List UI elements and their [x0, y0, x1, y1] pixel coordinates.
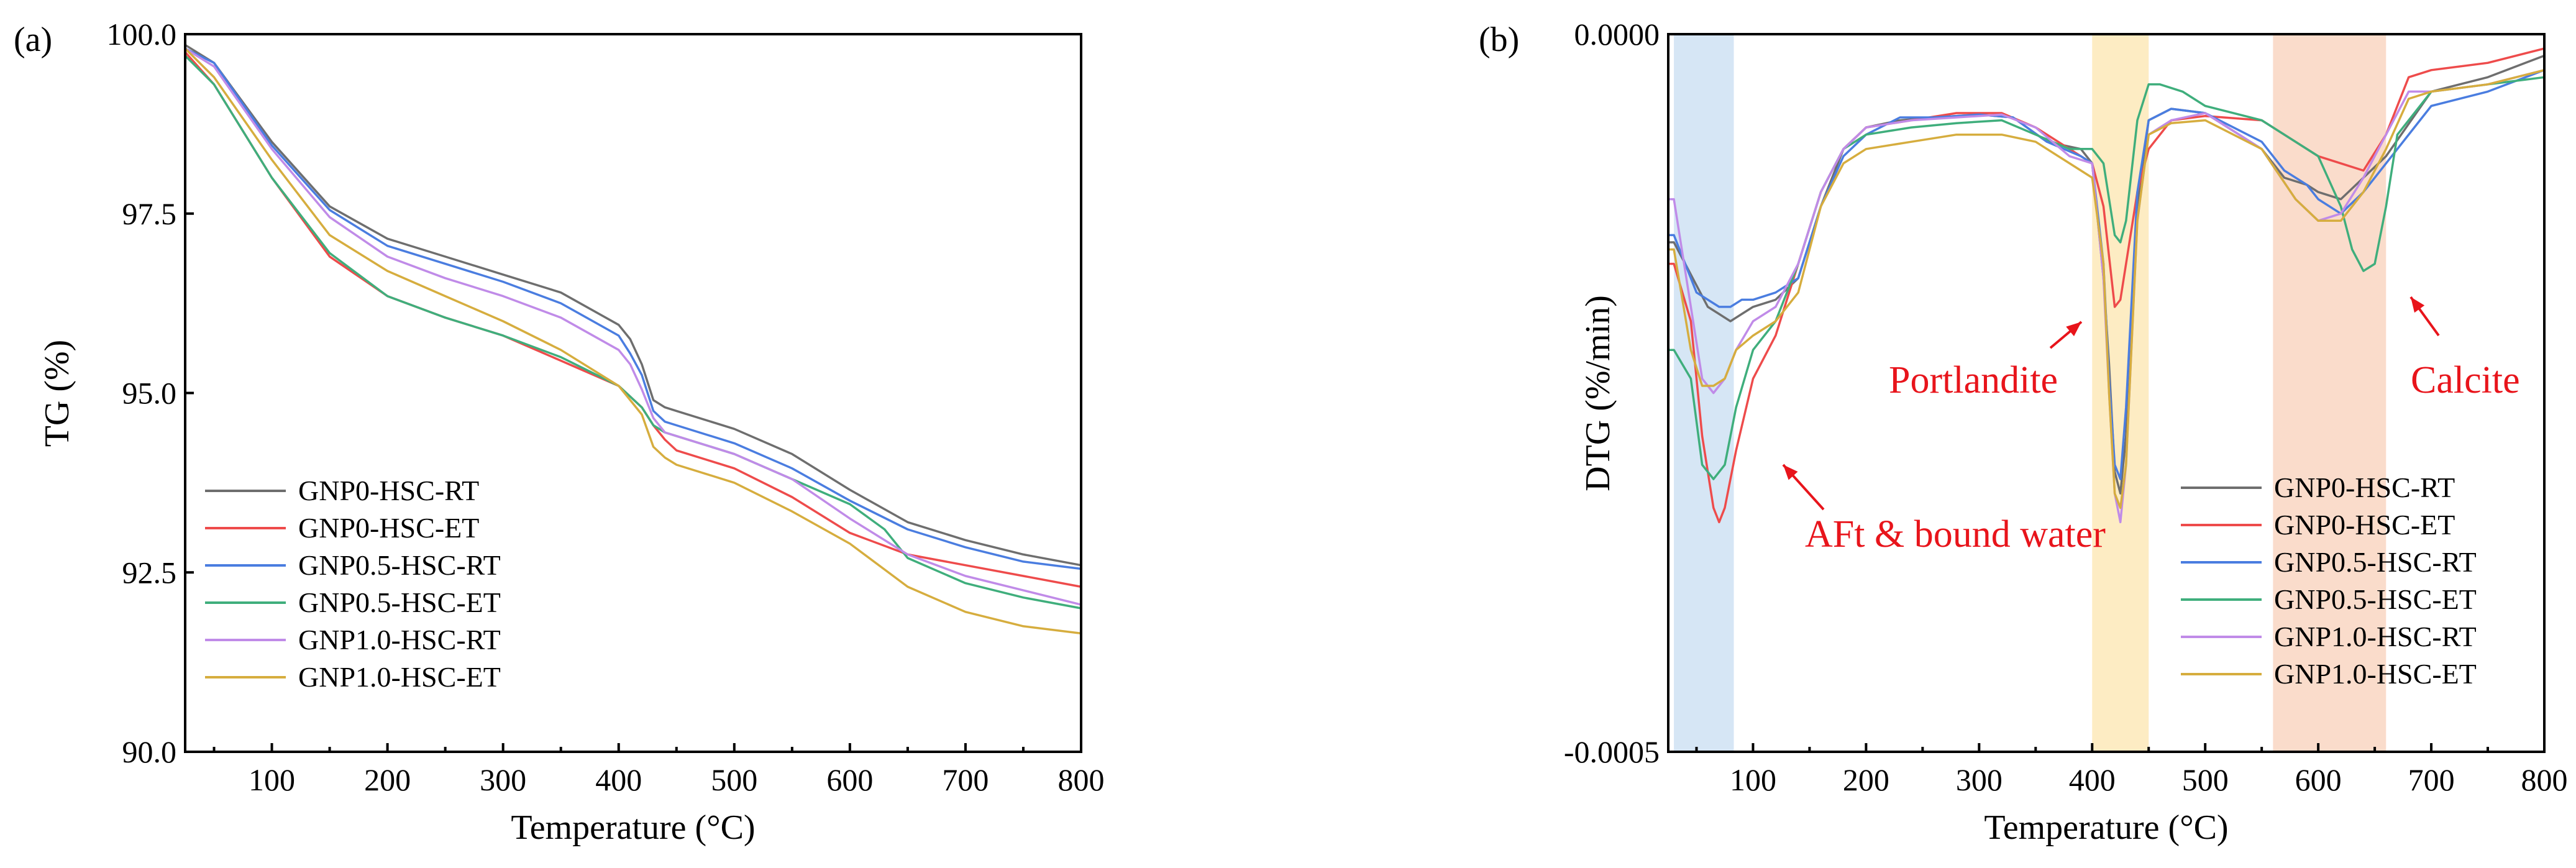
tg-series-gnp0-hsc-et: [184, 51, 1082, 588]
dtg-x-tick-label: 700: [2408, 762, 2455, 797]
dtg-x-tick-label: 100: [1730, 762, 1776, 797]
tg-x-tick-label: 500: [711, 762, 757, 797]
annotation-portlandite: Portlandite: [1889, 359, 2058, 401]
tg-series-gnp0-hsc-rt: [184, 43, 1082, 567]
dtg-x-axis-title: Temperature (°C): [1984, 808, 2228, 847]
annotation-arrowhead: [2411, 297, 2425, 313]
dtg-series-gnp1-0-hsc-et: [1667, 69, 2546, 509]
tg-legend-label: GNP0-HSC-RT: [298, 475, 479, 506]
dtg-series-group: [1667, 47, 2546, 524]
band-portlandite: [2092, 34, 2149, 752]
tg-series-gnp0-5-hsc-rt: [184, 47, 1082, 570]
tg-y-axis-title: TG (%): [38, 340, 76, 447]
tg-y-tick-label: 90.0: [122, 734, 177, 769]
tg-series-gnp1-0-hsc-et: [184, 47, 1082, 635]
panel-a-label: (a): [14, 21, 52, 59]
tg-x-tick-label: 200: [364, 762, 411, 797]
tg-x-tick-label: 100: [249, 762, 295, 797]
dtg-legend-label: GNP0-HSC-RT: [2274, 472, 2455, 503]
tg-y-tick-label: 92.5: [122, 555, 177, 590]
annotation-aft-bound-water: AFt & bound water: [1805, 513, 2106, 555]
tg-legend: GNP0-HSC-RT GNP0-HSC-ET GNP0.5-HSC-RT GNP0.…: [205, 475, 501, 693]
annotation-arrowhead: [2066, 322, 2081, 337]
annotation-calcite: Calcite: [2411, 359, 2520, 401]
dtg-legend-label: GNP1.0-HSC-ET: [2274, 658, 2477, 690]
dtg-x-tick-label: 200: [1843, 762, 1889, 797]
tg-x-tick-label: 400: [595, 762, 642, 797]
dtg-legend: GNP0-HSC-RT GNP0-HSC-ET GNP0.5-HSC-RT GNP0.…: [2181, 472, 2477, 690]
dtg-x-tick-label: 800: [2521, 762, 2568, 797]
dtg-legend-label: GNP0.5-HSC-ET: [2274, 583, 2477, 615]
dtg-y-axis-title: DTG (%/min): [1579, 295, 1617, 491]
band-aft: [1674, 34, 1734, 752]
tg-x-tick-label: 800: [1058, 762, 1105, 797]
tg-y-tick-label: 100.0: [107, 17, 177, 52]
dtg-chart-panel: (b) 100 200 300 400 500 600 700 800 -0.0005 0.000…: [1479, 17, 2568, 847]
tg-series-group: [184, 43, 1082, 635]
tg-y-tick-label: 97.5: [122, 196, 177, 231]
tg-legend-label: GNP0.5-HSC-ET: [298, 587, 501, 618]
tg-x-tick-label: 600: [826, 762, 873, 797]
dtg-plot-frame: [1667, 33, 2546, 753]
dtg-x-tick-label: 600: [2295, 762, 2342, 797]
panel-b-label: (b): [1479, 21, 1519, 59]
dtg-legend-label: GNP1.0-HSC-RT: [2274, 621, 2477, 652]
band-calcite: [2273, 34, 2386, 752]
tg-legend-label: GNP1.0-HSC-ET: [298, 661, 501, 693]
dtg-highlight-bands: [1674, 34, 2386, 752]
dtg-y-tick-label: 0.0000: [1574, 17, 1660, 52]
dtg-x-tick-label: 300: [1956, 762, 2003, 797]
dtg-x-tick-label: 400: [2069, 762, 2116, 797]
dtg-annotations: AFt & bound water Portlandite Calcite: [1782, 296, 2520, 555]
tg-axis-ticks: 100 200 300 400 500 600 700 800 90.0 92.5 95.0 97.5…: [107, 17, 1105, 797]
dtg-axis-ticks: 100 200 300 400 500 600 700 800 -0.0005 0.0000: [1564, 17, 2568, 797]
tg-legend-label: GNP0-HSC-ET: [298, 512, 479, 544]
annotation-arrowhead: [1783, 465, 1798, 480]
tg-legend-label: GNP0.5-HSC-RT: [298, 549, 501, 581]
tg-x-tick-label: 300: [480, 762, 526, 797]
tg-x-tick-label: 700: [942, 762, 989, 797]
dtg-y-tick-label: -0.0005: [1564, 734, 1660, 769]
dtg-legend-label: GNP0-HSC-ET: [2274, 509, 2455, 541]
tg-chart-panel: (a) 100 200 300 400 500 600 700 800 90.0 92.5 95.0…: [14, 17, 1105, 847]
tg-legend-label: GNP1.0-HSC-RT: [298, 624, 501, 656]
dtg-x-tick-label: 500: [2182, 762, 2229, 797]
dtg-series-gnp0-5-hsc-et: [1667, 76, 2546, 480]
tg-x-axis-title: Temperature (°C): [511, 808, 755, 847]
dtg-legend-label: GNP0.5-HSC-RT: [2274, 546, 2477, 578]
tg-series-gnp1-0-hsc-rt: [184, 47, 1082, 606]
tg-y-tick-label: 95.0: [122, 376, 177, 411]
